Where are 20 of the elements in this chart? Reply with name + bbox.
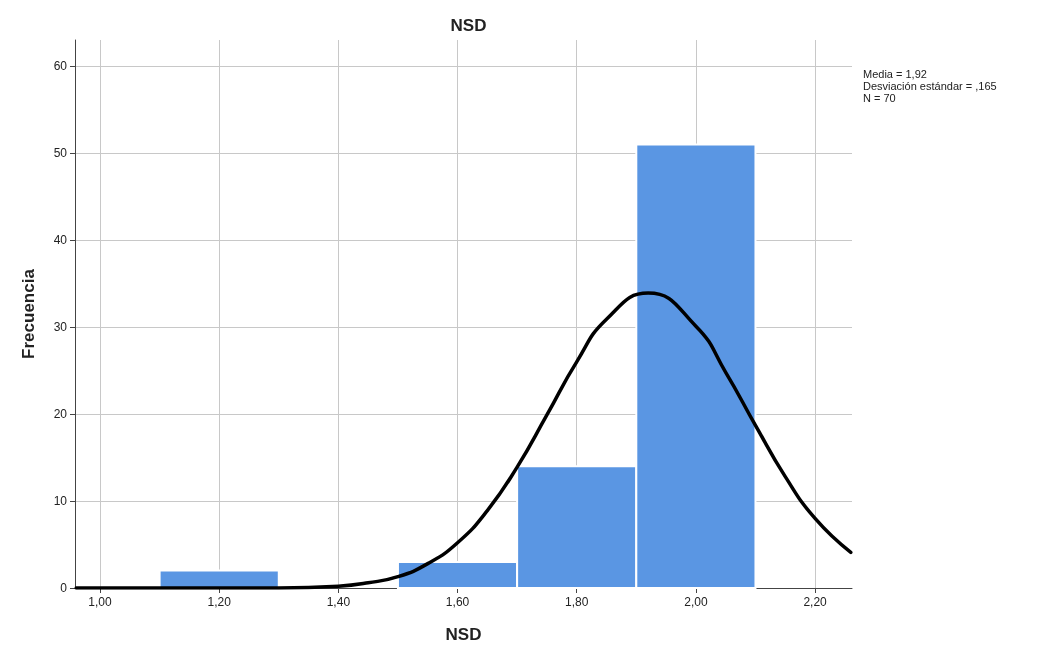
x-tick-label: 1,00 bbox=[88, 595, 113, 609]
y-tick-label: 20 bbox=[53, 407, 68, 422]
x-tick-label: 2,20 bbox=[803, 595, 828, 609]
text: Desviación estándar = ,165 bbox=[863, 79, 997, 92]
y-tick-label: 30 bbox=[53, 320, 68, 335]
y-tick-label: 40 bbox=[53, 233, 68, 248]
x-axis-title: NSD bbox=[445, 625, 482, 644]
x-tick-label: 1,20 bbox=[207, 595, 232, 609]
x-tick-label: 1,60 bbox=[445, 595, 470, 609]
y-axis-title: Frecuencia bbox=[19, 268, 38, 359]
chart-title: NSD bbox=[450, 16, 487, 35]
y-tick-label: 10 bbox=[53, 494, 68, 509]
x-tick-label: 2,00 bbox=[684, 595, 708, 609]
text: N = 70 bbox=[863, 91, 896, 104]
y-tick-label: 0 bbox=[60, 581, 68, 595]
x-tick-label: 1,40 bbox=[326, 595, 351, 609]
y-tick-label: 60 bbox=[53, 59, 68, 74]
y-tick-label: 50 bbox=[53, 146, 68, 161]
x-tick-label: 1,80 bbox=[565, 595, 589, 609]
text: Media = 1,92 bbox=[863, 67, 927, 80]
